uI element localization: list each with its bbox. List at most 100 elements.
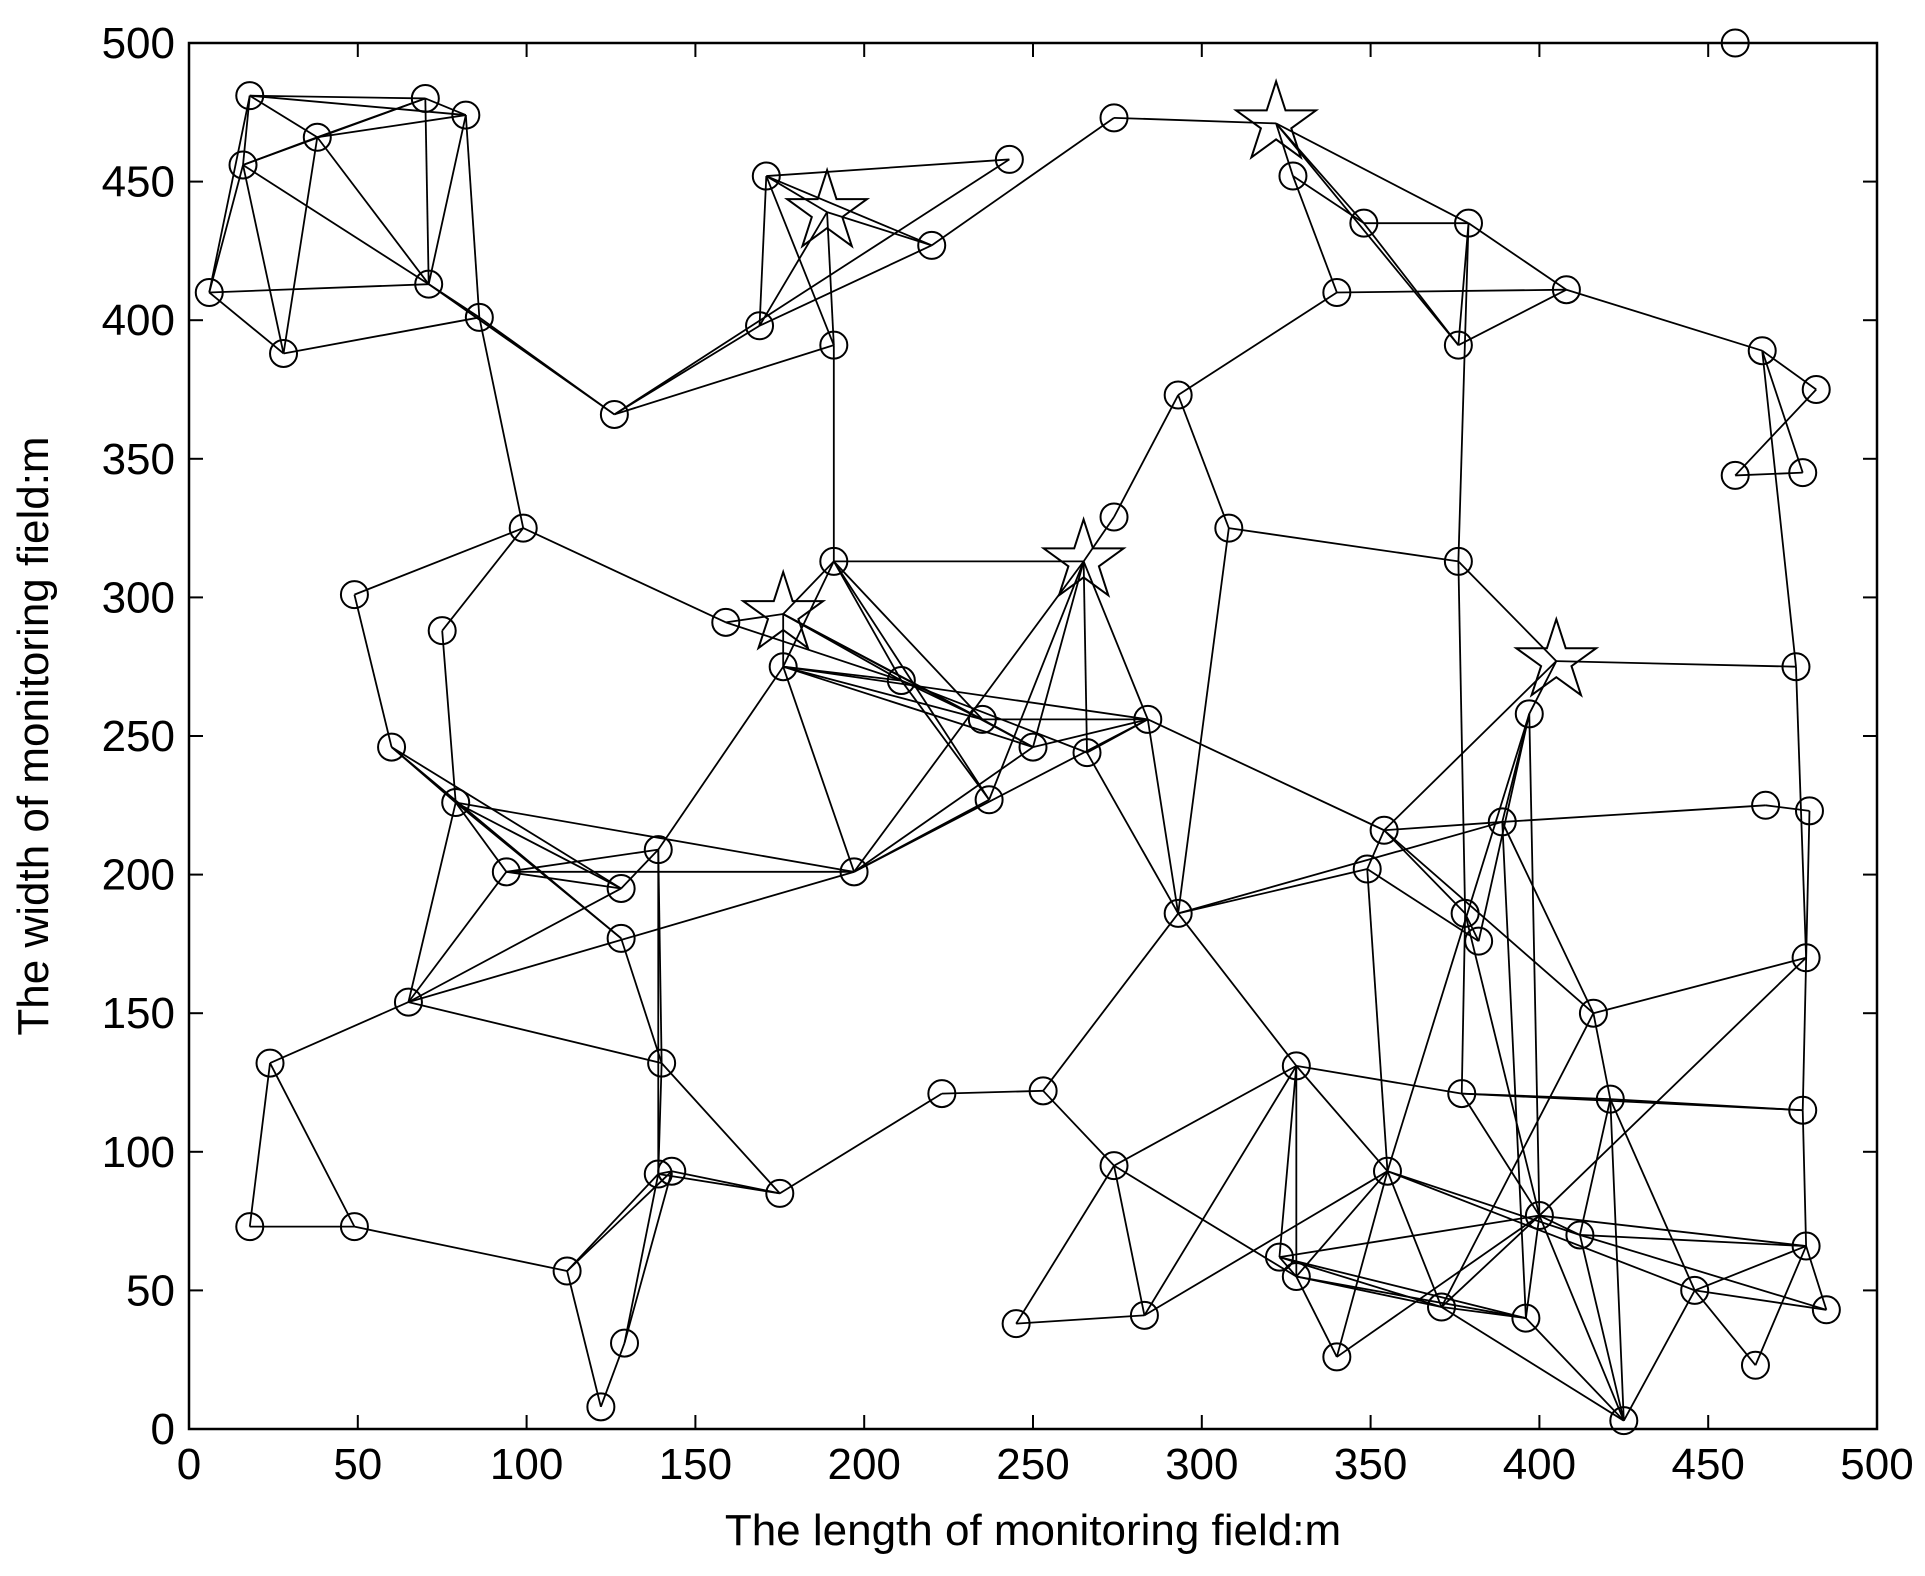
- link: [1539, 1214, 1581, 1236]
- link: [1592, 1013, 1612, 1100]
- link: [1366, 868, 1389, 1172]
- sensor-node: [586, 1392, 616, 1422]
- sensor-node: [819, 330, 849, 360]
- link: [1754, 1245, 1807, 1366]
- link: [620, 849, 659, 890]
- link: [1113, 394, 1179, 518]
- link: [1335, 1170, 1389, 1358]
- sensor-node: [765, 1178, 795, 1208]
- link: [1113, 1065, 1297, 1167]
- link: [1292, 175, 1338, 293]
- link: [208, 164, 244, 293]
- link: [1387, 1170, 1581, 1236]
- link: [1042, 912, 1179, 1092]
- link: [1032, 718, 1148, 748]
- link: [1761, 350, 1797, 667]
- link: [208, 291, 285, 355]
- sensor-node: [339, 580, 369, 610]
- link: [1384, 821, 1503, 832]
- link: [269, 1062, 356, 1228]
- sensor-node: [1443, 330, 1473, 360]
- sensor-node: [552, 1256, 582, 1286]
- sensor-node: [491, 857, 521, 887]
- link: [1086, 752, 1179, 914]
- sensor-node: [1514, 699, 1544, 729]
- link: [249, 94, 426, 100]
- link: [1113, 1165, 1146, 1316]
- sensor-node: [1811, 1295, 1841, 1325]
- sensor-node: [441, 788, 471, 818]
- edge-layer: [208, 94, 1828, 1422]
- sensor-node: [1129, 1300, 1159, 1330]
- sensor-node: [1278, 161, 1308, 191]
- y-tick-label: 100: [102, 1128, 175, 1177]
- link: [522, 527, 727, 624]
- link: [1275, 123, 1294, 177]
- x-tick-label: 200: [827, 1440, 900, 1489]
- sensor-node: [339, 1212, 369, 1242]
- x-tick-label: 150: [659, 1440, 732, 1489]
- link: [441, 527, 524, 632]
- sensor-node: [1565, 1220, 1595, 1250]
- link: [391, 746, 622, 890]
- link: [1623, 1289, 1696, 1422]
- link: [1761, 350, 1804, 473]
- sensor-node: [1352, 854, 1382, 884]
- y-tick-label: 0: [151, 1405, 175, 1454]
- link: [1694, 1289, 1827, 1311]
- link: [407, 871, 508, 1003]
- link: [981, 718, 1034, 748]
- sensor-node: [1464, 926, 1494, 956]
- link: [1082, 516, 1115, 562]
- x-tick-label: 0: [177, 1440, 201, 1489]
- x-tick-label: 450: [1671, 1440, 1744, 1489]
- sensor-node: [886, 666, 916, 696]
- link: [900, 680, 990, 801]
- link: [1579, 1098, 1612, 1236]
- link: [1279, 1256, 1527, 1319]
- sensor-node: [643, 835, 673, 865]
- link: [1146, 719, 1180, 914]
- sensor-node: [1072, 738, 1102, 768]
- link: [354, 1225, 568, 1272]
- link: [1296, 1275, 1527, 1320]
- link: [1441, 1306, 1625, 1422]
- y-tick-label: 50: [126, 1266, 175, 1315]
- sensor-node: [410, 83, 440, 113]
- link: [1032, 561, 1085, 748]
- link: [620, 938, 663, 1064]
- link: [208, 95, 251, 293]
- link: [1177, 291, 1338, 396]
- link: [1295, 1276, 1338, 1358]
- sensor-node: [1747, 336, 1777, 366]
- sensor-node: [917, 230, 947, 260]
- link: [1147, 718, 1385, 832]
- sensor-node: [427, 616, 457, 646]
- link: [1734, 388, 1817, 477]
- link: [853, 746, 1034, 873]
- link: [209, 283, 429, 294]
- link: [1457, 223, 1470, 562]
- link: [1801, 810, 1811, 1111]
- link: [657, 1063, 663, 1175]
- link: [1387, 1170, 1696, 1292]
- x-tick-label: 400: [1503, 1440, 1576, 1489]
- link: [1539, 1214, 1807, 1247]
- link: [1177, 868, 1368, 915]
- link: [455, 801, 622, 890]
- link: [853, 798, 990, 873]
- link: [826, 212, 835, 346]
- sensor-node: [194, 277, 224, 307]
- link: [1295, 1065, 1389, 1172]
- link: [1556, 660, 1796, 668]
- link: [1275, 122, 1460, 346]
- link: [1336, 288, 1567, 294]
- link: [900, 679, 983, 721]
- link: [1501, 821, 1527, 1319]
- x-tick-label: 350: [1334, 1440, 1407, 1489]
- link: [758, 176, 768, 326]
- sensor-node: [1372, 1156, 1402, 1186]
- link: [1694, 1245, 1807, 1292]
- link: [1275, 122, 1469, 224]
- sensor-node: [1369, 815, 1399, 845]
